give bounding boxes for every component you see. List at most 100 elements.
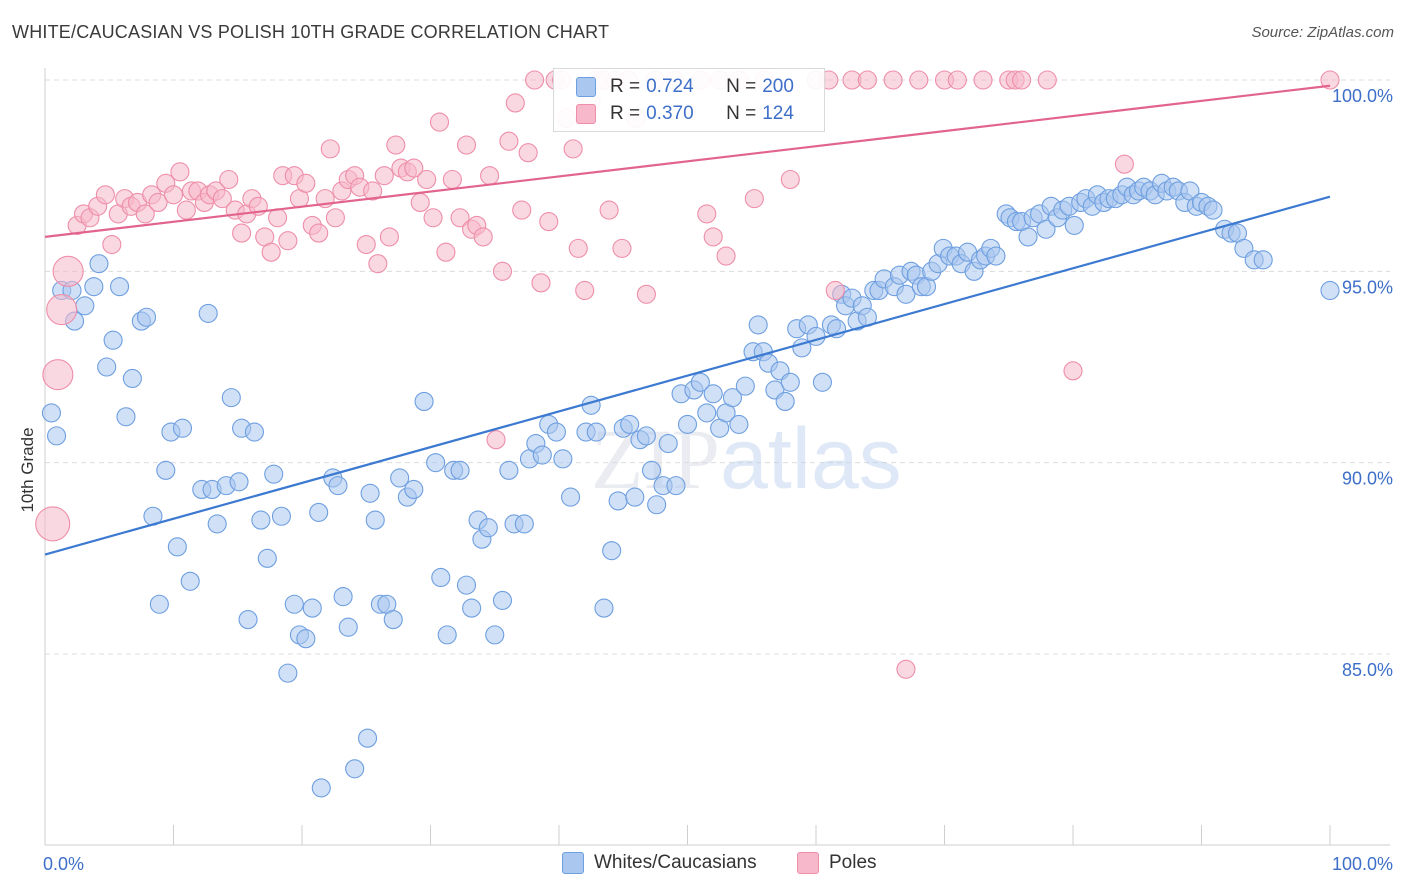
n-label: N = <box>726 76 757 97</box>
whites-point <box>404 479 424 500</box>
poles-point <box>368 254 388 274</box>
poles-point <box>456 135 477 155</box>
whites-point <box>309 502 329 522</box>
whites-point <box>456 575 477 595</box>
whites-point <box>532 445 552 465</box>
whites-point <box>103 330 123 350</box>
y-axis-label: 10th Grade <box>18 427 37 512</box>
whites-point <box>180 571 200 591</box>
poles-point <box>473 227 493 247</box>
chart-title: WHITE/CAUCASIAN VS POLISH 10TH GRADE COR… <box>12 22 610 42</box>
legend-item-whites[interactable]: Whites/Caucasians <box>562 852 757 874</box>
legend-swatch-whites <box>576 77 596 97</box>
poles-point <box>135 204 155 224</box>
whites-point <box>636 426 656 446</box>
whites-point <box>625 487 645 507</box>
whites-point <box>84 277 104 297</box>
poles-point <box>450 208 470 228</box>
r-label: R = <box>610 103 641 124</box>
poles-point <box>309 223 329 243</box>
whites-point <box>284 594 304 614</box>
legend-swatch-poles <box>576 104 596 124</box>
whites-point <box>426 453 446 473</box>
whites-point <box>986 246 1006 266</box>
whites-point <box>729 414 749 434</box>
watermark-atlas: atlas <box>720 411 902 507</box>
poles-point <box>599 200 619 220</box>
series-whites-points <box>41 173 1340 798</box>
poles-point <box>46 294 78 326</box>
legend-swatch-poles <box>797 852 819 874</box>
whites-point <box>136 307 157 327</box>
whites-point <box>302 598 322 618</box>
whites-point <box>1064 215 1084 235</box>
y-tick-label: 95.0% <box>1342 277 1393 297</box>
whites-point <box>594 598 614 618</box>
whites-point <box>365 510 385 530</box>
poles-point <box>518 143 538 163</box>
poles-point <box>52 255 84 287</box>
r-value-poles: 0.370 <box>646 103 694 124</box>
poles-point <box>42 359 74 391</box>
x-tick-label: 100.0% <box>1332 854 1393 874</box>
whites-point <box>602 541 622 561</box>
whites-point <box>485 625 505 645</box>
n-label: N = <box>726 103 757 124</box>
whites-point <box>122 368 142 389</box>
poles-point <box>163 185 184 205</box>
whites-point <box>748 315 768 335</box>
poles-point <box>268 208 288 228</box>
poles-point <box>429 112 450 132</box>
whites-point <box>116 407 136 427</box>
whites-point <box>722 388 743 408</box>
grid-lines <box>45 79 1390 655</box>
r-value-whites: 0.724 <box>646 76 694 97</box>
legend-row-whites: R = 0.724 N = 200 <box>576 74 794 100</box>
whites-point <box>345 759 365 779</box>
legend-item-poles[interactable]: Poles <box>797 852 877 874</box>
poles-point <box>525 70 545 90</box>
poles-point <box>219 169 239 190</box>
whites-point <box>47 426 67 446</box>
poles-point <box>170 162 190 182</box>
whites-point <box>257 548 277 568</box>
poles-point <box>1012 70 1032 90</box>
whites-point <box>238 610 258 630</box>
poles-point <box>612 238 632 258</box>
whites-point <box>586 422 606 442</box>
whites-point <box>264 464 284 484</box>
whites-point <box>172 418 193 438</box>
whites-point <box>97 357 117 377</box>
poles-point <box>568 238 588 258</box>
axes <box>44 68 1390 846</box>
poles-point <box>973 70 993 90</box>
whites-point <box>735 376 755 396</box>
poles-point <box>1114 154 1134 174</box>
poles-point <box>505 93 525 113</box>
poles-point <box>320 139 340 159</box>
whites-point <box>478 518 498 538</box>
poles-point <box>883 70 903 90</box>
poles-point <box>261 242 281 262</box>
poles-point <box>499 131 519 151</box>
poles-point <box>896 659 916 679</box>
trend-line-whites <box>44 195 1331 556</box>
poles-point <box>780 169 800 190</box>
whites-point <box>229 472 249 492</box>
whites-point <box>244 422 265 442</box>
whites-point <box>156 460 176 480</box>
whites-point <box>703 384 723 404</box>
whites-point <box>620 414 640 434</box>
source-label: Source: ZipAtlas.com <box>1251 24 1394 41</box>
whites-point <box>41 403 61 423</box>
poles-point <box>825 280 845 301</box>
whites-point <box>75 296 95 316</box>
whites-point <box>690 372 710 392</box>
whites-point <box>1203 200 1223 220</box>
whites-point <box>271 506 291 526</box>
whites-point <box>666 476 686 496</box>
whites-point <box>896 284 916 304</box>
r-label: R = <box>610 76 641 97</box>
whites-point <box>437 625 457 645</box>
whites-point <box>561 487 581 507</box>
